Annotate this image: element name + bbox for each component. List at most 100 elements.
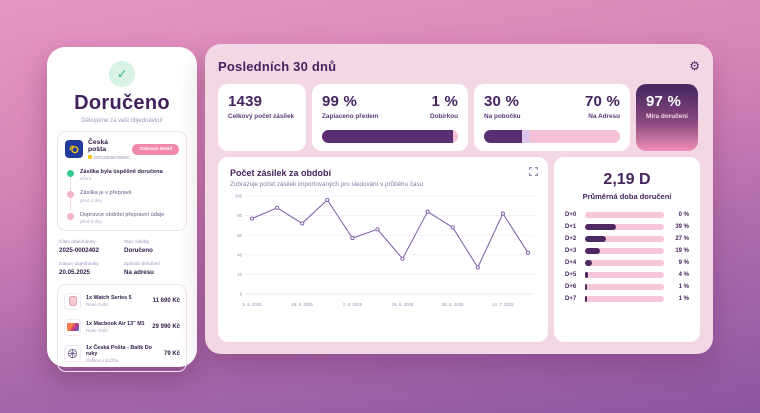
order-info-cell: Číslo objednávky 2025-0002402 [59,240,120,254]
delivery-bar-fill [585,296,587,302]
order-info-value: Doručeno [124,247,153,254]
timeline-step-time: před 3 dny [80,219,102,224]
delivery-time-row: D+0 0 % [565,212,689,218]
svg-text:30. 6. 2025: 30. 6. 2025 [442,302,464,307]
order-item-variant: Rose Gold [86,328,108,334]
delivery-bar-track [585,260,664,266]
timeline-step-time: před 2 dny [80,197,102,203]
order-info-label: Způsob doručení [124,262,161,267]
timeline-step-label: Zásilka byla úspěšně doručena [80,168,163,175]
expand-icon[interactable] [529,167,538,176]
order-info-cell: Datum objednávky 20.05.2025 [59,262,120,276]
cod-label: Dobírkou [429,113,458,120]
status-check-wrap: ✓ [55,61,189,87]
delivery-time-card: 2,19 D Průměrná doba doručení D+0 0 % D+1 3… [554,157,700,342]
done-dot-icon [67,169,74,177]
order-item-price: 11 690 Kč [152,298,180,304]
package-icon [64,345,81,363]
delivery-bar-track [585,248,664,254]
destination-split-card: 30 % Na pobočku 70 % Na Adresu [474,84,630,151]
pickup-group: 30 % Na pobočku [484,93,521,120]
destination-progress-bar [484,130,620,143]
order-item-name: 1x Watch Series 5 [86,294,132,301]
delivery-bar-fill [585,260,593,266]
bar-segment [522,130,531,143]
bar-segment [452,130,458,143]
delivery-bar-fill [585,224,616,230]
timeline-item: Zásilka je v přepravě před 2 dny [67,190,179,203]
bar-segment [484,130,523,143]
chart-subtitle: Zobrazuje počet zásilek importovaných pr… [230,181,424,188]
stats-row: 1439 Celkový počet zásilek 99 % Zaplacen… [218,84,700,151]
delivery-time-rows: D+0 0 % D+1 39 % D+2 27 % D+3 19 % D+4 9 % D+5 4 % D… [564,212,690,302]
address-value: 70 % [585,93,620,110]
destination-values: 30 % Na pobočku 70 % Na Adresu [484,93,620,120]
svg-text:40: 40 [237,252,242,257]
chart-title: Počet zásilek za období [230,168,332,178]
delivery-pct-value: 9 % [678,260,689,266]
tracking-badge-icon [88,155,92,159]
delivery-pct-value: 1 % [678,284,689,290]
delivery-bar-fill [585,272,589,278]
svg-text:100: 100 [235,194,243,199]
order-items-list: 1x Watch Series 5 Rose Gold 11 690 Kč 1x Ma… [64,288,180,368]
payment-split-card: 99 % Zaplaceno předem 1 % Dobírkou [312,84,468,151]
delivery-time-row: D+3 19 % [565,248,689,254]
delivery-pct-value: 1 % [678,296,689,302]
delivery-bar-fill [585,248,600,254]
order-item-price: 79 Kč [163,350,180,357]
total-shipments-label: Celkový počet zásilek [228,113,295,120]
order-info-value: 20.05.2025 [59,269,90,276]
timeline-step-label: Dopravce obdržel přepravní údaje [80,211,165,218]
svg-text:19. 5. 2025: 19. 5. 2025 [291,302,313,307]
order-item-variant: Poštovní služba [86,358,119,363]
order-item-text: 1x Česká Pošta - Balík Do ruky Poštovní s… [86,345,159,364]
address-label: Na Adresu [588,113,620,120]
delivery-day-label: D+4 [565,260,577,266]
success-check-icon: ✓ [109,61,135,87]
delivery-pct-value: 39 % [675,224,689,230]
delivery-time-row: D+7 1 % [565,296,689,302]
settings-gear-icon[interactable]: ⚙ [689,59,700,73]
carrier-card: Česká pošta DR123456789OC Zobrazit detai… [57,131,187,231]
avg-delivery-label: Průměrná doba doručení [582,192,672,201]
dashboard-title: Posledních 30 dnů [218,58,337,74]
delivery-bar-fill [585,284,587,290]
tracking-number: DR123456789OC [94,154,131,160]
prepaid-value: 99 % [322,93,357,110]
order-item-text: 1x Watch Series 5 Rose Gold [86,295,148,308]
cod-group: 1 % Dobírkou [430,93,458,120]
pending-dot-icon [67,191,74,198]
pickup-label: Na pobočku [484,113,521,120]
delivery-bar-fill [585,236,607,242]
payment-values: 99 % Zaplaceno předem 1 % Dobírkou [322,93,458,120]
svg-text:14. 7. 2025: 14. 7. 2025 [492,302,514,307]
check-mark-glyph: ✓ [116,67,128,81]
delivery-time-row: D+5 4 % [565,272,689,278]
dashboard-panel: Posledních 30 dnů ⚙ 1439 Celkový počet z… [205,44,713,354]
show-detail-button[interactable]: Zobrazit detail [132,143,179,155]
delivery-day-label: D+2 [565,236,577,242]
order-info-value: Na adresu [124,269,154,276]
tracking-timeline: Zásilka byla úspěšně doručena včera Zásilk… [67,168,179,224]
cod-value: 1 % [431,93,458,110]
order-info-cell: Stav zásilky Doručeno [124,240,185,254]
svg-text:60: 60 [237,233,242,238]
ceska-posta-logo-icon [65,140,83,159]
order-item-variant: Rose Gold [86,302,108,308]
svg-text:2. 6. 2025: 2. 6. 2025 [343,302,363,307]
bar-segment [530,130,620,143]
pickup-value: 30 % [484,93,519,110]
order-item-row: 1x Česká Pošta - Balík Do ruky Poštovní s… [64,340,180,368]
order-item-name: 1x Macbook Air 13" M1 [86,320,145,327]
delivery-rate-label: Míra doručení [646,113,688,120]
delivery-rate-value: 97 % [646,93,681,110]
svg-text:20: 20 [237,272,242,277]
laptop-icon [64,318,81,336]
timeline-item: Zásilka byla úspěšně doručena včera [67,168,179,181]
laptop-glyph [66,323,79,331]
delivery-day-label: D+5 [565,272,577,278]
bottom-row: Počet zásilek za období Zobrazuje počet … [218,157,700,342]
carrier-info: Česká pošta DR123456789OC [88,139,131,160]
timeline-step-label: Zásilka je v přepravě [80,190,132,196]
